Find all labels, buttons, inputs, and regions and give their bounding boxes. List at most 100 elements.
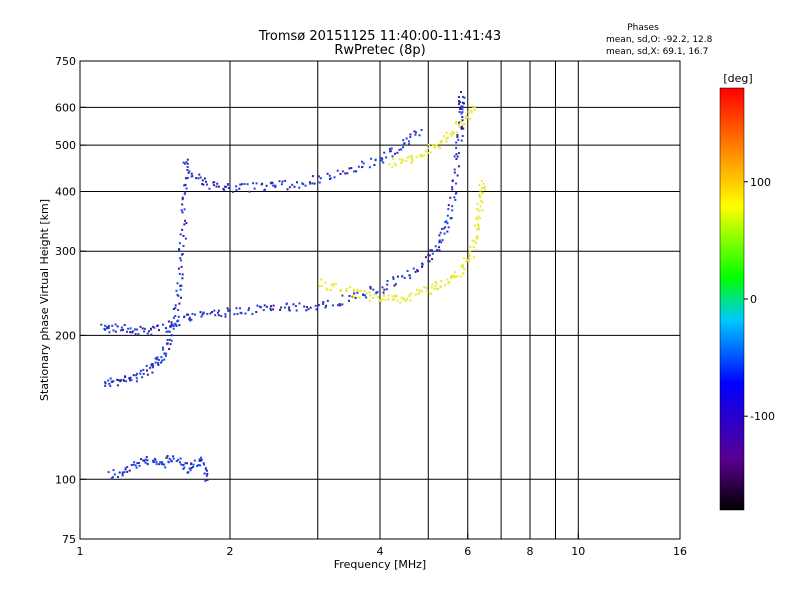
phase-point — [138, 464, 141, 467]
phase-point — [458, 125, 461, 128]
phase-point — [142, 368, 145, 371]
phase-point — [348, 167, 351, 170]
phase-point — [341, 294, 344, 297]
phase-point — [381, 298, 384, 301]
phase-point — [476, 208, 479, 211]
phase-point — [372, 288, 375, 291]
phase-point — [251, 313, 254, 315]
phase-point — [394, 295, 396, 298]
phase-point — [149, 366, 152, 369]
phase-point — [427, 253, 430, 256]
phase-point — [456, 275, 459, 278]
phase-point — [443, 232, 446, 235]
phase-point — [192, 466, 195, 468]
phase-point — [381, 158, 384, 160]
phase-point — [196, 465, 199, 468]
phase-point — [458, 100, 460, 102]
phase-point — [346, 172, 349, 175]
phase-point — [183, 315, 186, 318]
phase-point — [439, 231, 442, 234]
phase-point — [472, 246, 475, 249]
phase-point — [172, 324, 175, 327]
phase-point — [477, 223, 480, 226]
phase-point — [166, 455, 169, 457]
phase-point — [467, 260, 470, 263]
phase-point — [179, 284, 182, 287]
phase-point — [391, 165, 394, 168]
phase-point — [469, 109, 472, 112]
phase-point — [402, 297, 405, 300]
phase-point — [269, 182, 272, 185]
phase-point — [155, 358, 158, 361]
phase-point — [132, 463, 135, 466]
phase-point — [481, 187, 484, 190]
phase-point — [145, 364, 148, 367]
colorbar — [719, 87, 745, 511]
phase-point — [153, 326, 156, 329]
phase-point — [418, 289, 421, 292]
phase-point — [157, 358, 160, 361]
phase-point — [333, 176, 336, 179]
phase-point — [430, 292, 433, 295]
x-tick-label: 1 — [77, 545, 84, 558]
phase-point — [116, 384, 119, 387]
legend-x-stats: mean, sd,X: 69.1, 16.7 — [606, 47, 708, 57]
phase-point — [129, 379, 131, 382]
phase-point — [204, 479, 207, 482]
phase-point — [308, 181, 311, 184]
phase-point — [163, 352, 166, 355]
colorbar-ticks: 100 0 -100 — [744, 176, 775, 423]
phase-point — [423, 286, 426, 289]
phase-point — [427, 259, 430, 262]
x-tick-label: 8 — [527, 545, 534, 558]
phase-point — [473, 224, 476, 227]
phase-point — [421, 155, 424, 158]
phase-point — [480, 180, 483, 182]
phase-point — [452, 131, 455, 134]
phase-point — [192, 463, 195, 466]
phase-point — [387, 294, 390, 297]
phase-point — [201, 183, 203, 185]
phase-point — [459, 91, 462, 93]
phase-point — [130, 379, 133, 382]
phase-point — [110, 380, 113, 383]
phase-point — [395, 294, 398, 297]
phase-point — [169, 325, 171, 328]
phase-point — [129, 327, 132, 330]
phase-point — [202, 183, 205, 186]
phase-point — [458, 165, 460, 168]
phase-point — [449, 132, 452, 135]
phase-point — [427, 143, 430, 146]
phase-point — [415, 155, 418, 158]
phase-point — [217, 314, 220, 317]
phase-point — [178, 267, 180, 270]
phase-point — [199, 176, 202, 179]
phase-point — [438, 246, 440, 249]
phase-point — [240, 183, 243, 186]
phase-point — [180, 463, 183, 466]
phase-point — [256, 304, 259, 307]
phase-point — [106, 326, 109, 329]
phase-point — [212, 184, 215, 187]
phase-point — [172, 455, 174, 458]
phase-point — [280, 183, 283, 186]
phase-point — [441, 239, 444, 242]
phase-point — [408, 143, 411, 146]
phase-point — [403, 277, 406, 279]
phase-point — [158, 463, 160, 466]
phase-point — [353, 170, 356, 173]
phase-point — [136, 328, 139, 331]
phase-point — [419, 154, 422, 157]
phase-point — [461, 101, 464, 104]
phase-point — [479, 205, 482, 208]
phase-point — [143, 459, 146, 462]
phase-point — [397, 275, 399, 278]
phase-point — [130, 464, 133, 466]
phase-point — [265, 305, 268, 308]
phase-point — [136, 462, 139, 464]
phase-point — [238, 187, 241, 190]
phase-point — [318, 285, 321, 288]
phase-point — [352, 294, 355, 297]
phase-point — [468, 255, 471, 257]
phase-point — [408, 295, 411, 298]
